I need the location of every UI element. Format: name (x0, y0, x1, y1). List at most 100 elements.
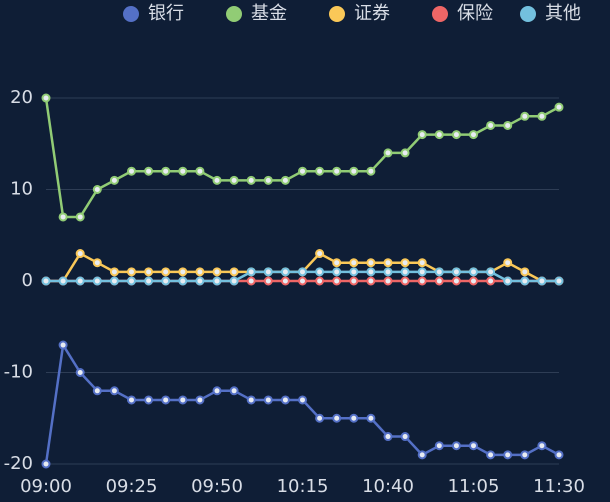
point (417, 450, 427, 460)
point (366, 276, 376, 286)
point (109, 175, 119, 185)
point (537, 276, 547, 286)
point (554, 450, 564, 460)
point (383, 148, 393, 158)
x-tick-label: 10:15 (277, 476, 329, 497)
legend-marker (123, 6, 139, 22)
point (161, 276, 171, 286)
point (144, 267, 154, 277)
point (332, 413, 342, 423)
point (144, 276, 154, 286)
point (366, 258, 376, 268)
point (383, 432, 393, 442)
point (520, 450, 530, 460)
point (469, 276, 478, 286)
point (537, 111, 547, 121)
point (75, 276, 85, 286)
point (246, 175, 256, 185)
point (434, 441, 444, 451)
point (229, 175, 239, 185)
legend-marker (520, 6, 536, 22)
x-tick-label: 11:30 (533, 476, 585, 497)
point (434, 267, 444, 277)
point (486, 276, 496, 286)
point (400, 267, 410, 277)
point (195, 267, 205, 277)
point (41, 93, 51, 103)
y-tick-label: -20 (4, 453, 33, 474)
point (315, 276, 325, 286)
point (349, 276, 359, 286)
point (486, 267, 496, 277)
point (315, 166, 325, 176)
point (212, 386, 222, 396)
point (503, 450, 513, 460)
point (75, 368, 85, 377)
point (417, 267, 427, 277)
point (195, 166, 205, 176)
point (298, 276, 307, 286)
point (161, 166, 171, 176)
point (417, 276, 427, 286)
point (280, 267, 290, 277)
point (315, 249, 325, 259)
y-tick-label: 10 (10, 179, 33, 200)
point (298, 395, 307, 405)
point (212, 267, 222, 277)
point (298, 267, 307, 277)
point (58, 340, 68, 350)
point (109, 386, 119, 396)
legend-marker (329, 6, 345, 22)
point (195, 276, 205, 286)
point (400, 276, 410, 286)
x-tick-label: 09:25 (106, 476, 158, 497)
y-tick-label: -10 (4, 362, 33, 383)
point (109, 276, 119, 286)
point (349, 413, 359, 423)
y-tick-label: 0 (22, 270, 33, 291)
point (349, 166, 359, 176)
point (400, 148, 410, 158)
point (178, 395, 188, 405)
point (229, 276, 239, 286)
point (451, 130, 461, 140)
series-line (44, 343, 560, 465)
point (554, 102, 564, 112)
x-tick-label: 11:05 (448, 476, 500, 497)
point (263, 395, 273, 405)
point (332, 276, 342, 286)
point (280, 395, 290, 405)
point (366, 166, 376, 176)
point (486, 120, 496, 130)
point (349, 267, 359, 277)
point (434, 130, 444, 140)
point (332, 166, 342, 176)
point (127, 166, 136, 176)
point (178, 166, 188, 176)
point (229, 386, 239, 396)
point (263, 276, 273, 286)
point (469, 267, 478, 277)
point (161, 267, 171, 277)
legend-label: 基金 (251, 3, 287, 24)
series-line (44, 97, 560, 219)
point (212, 175, 222, 185)
point (315, 413, 325, 423)
point (58, 276, 68, 286)
point (503, 120, 513, 130)
point (92, 276, 102, 286)
point (144, 395, 154, 405)
point (58, 212, 68, 222)
point (332, 267, 342, 277)
point (349, 258, 359, 268)
point (400, 432, 410, 442)
point (75, 249, 85, 259)
point (520, 267, 530, 277)
point (246, 395, 256, 405)
point (92, 258, 102, 268)
point (366, 413, 376, 423)
legend-label: 银行 (148, 3, 184, 24)
point (383, 258, 393, 268)
point (212, 276, 222, 286)
point (246, 276, 256, 286)
